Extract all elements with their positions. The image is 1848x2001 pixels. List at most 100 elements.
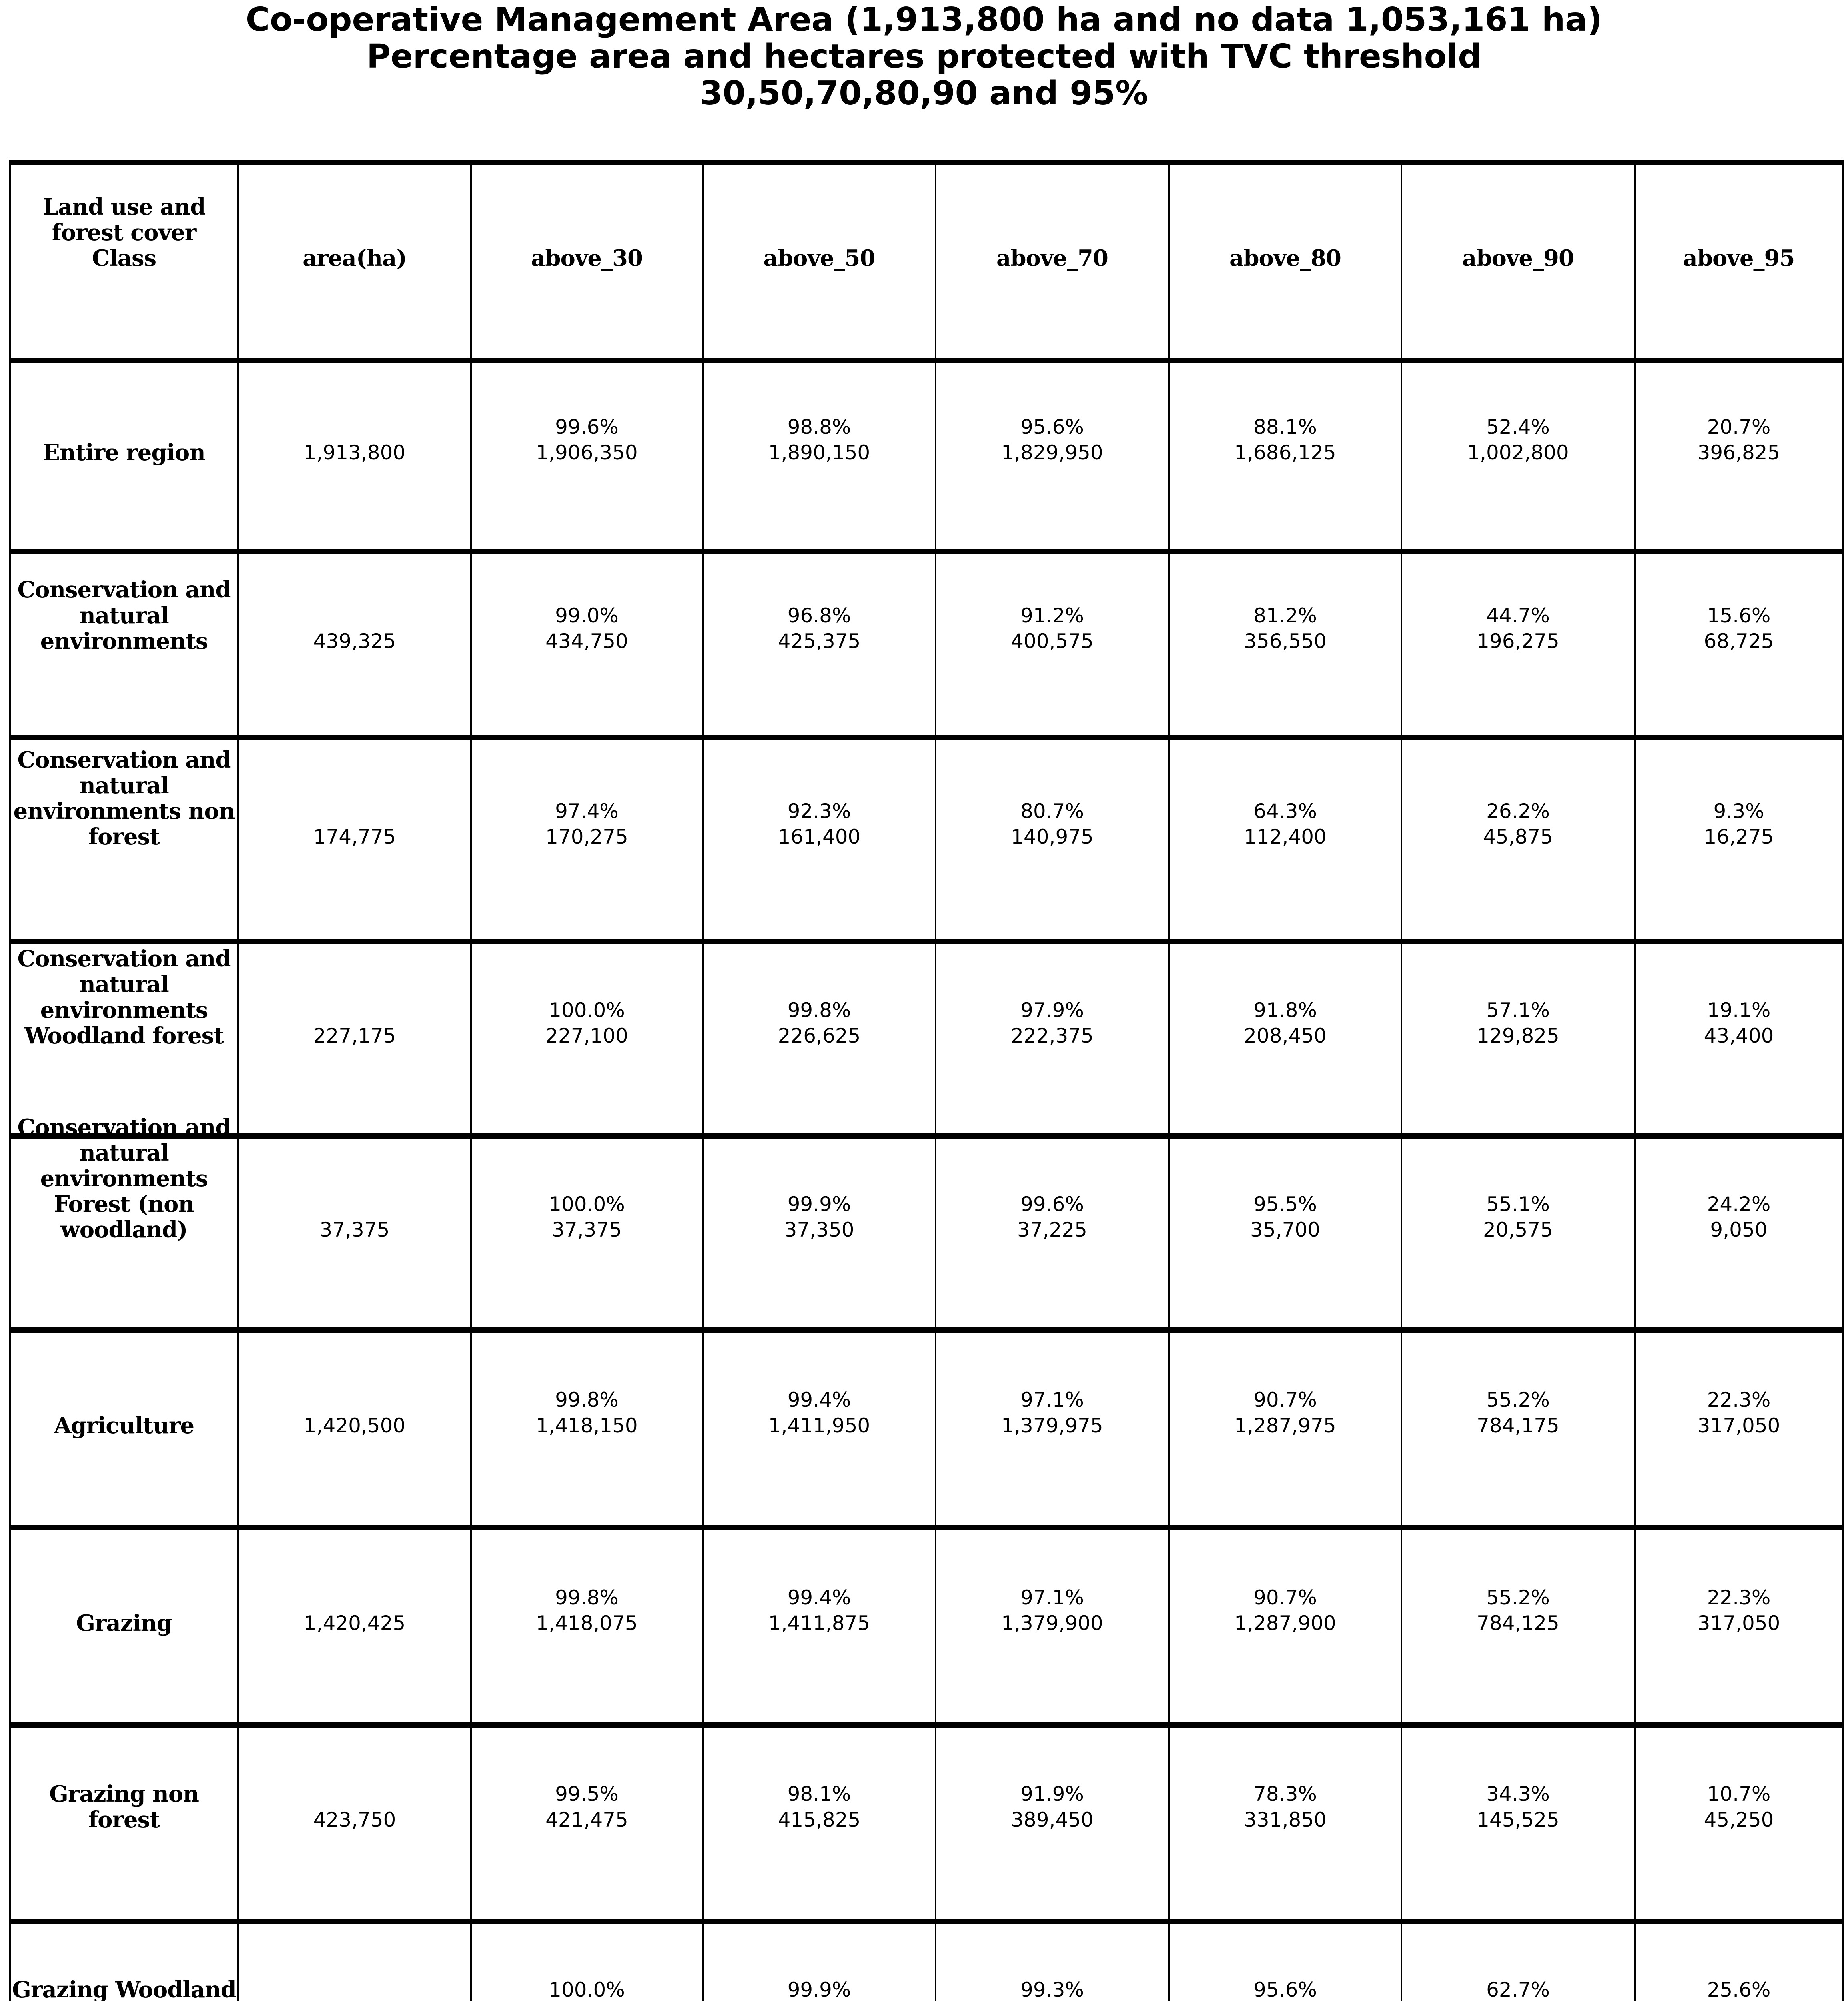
data-cell: 44.7% 196,275: [1402, 554, 1636, 740]
ha-value: 145,525: [1477, 1808, 1559, 1832]
ha-value: 421,475: [545, 1808, 628, 1832]
data-cell: 98.1% 415,825: [704, 1728, 936, 1924]
column-header-above95: above_95: [1636, 165, 1842, 363]
data-cell: 55.1% 20,575: [1402, 1139, 1636, 1333]
ha-value: 1,379,975: [1001, 1414, 1103, 1437]
area-cell: 37,375: [239, 1139, 472, 1333]
area-cell: 423,750: [239, 1728, 472, 1924]
pct-value: 20.7%: [1707, 415, 1771, 439]
ha-value: 208,450: [1244, 1024, 1327, 1047]
pct-value: 55.1%: [1486, 1192, 1550, 1216]
ha-value: 45,875: [1483, 825, 1553, 849]
column-header-label: Land use and forest cover Class: [42, 194, 206, 272]
column-header-label: area(ha): [303, 245, 407, 272]
pct-value: 9.3%: [1713, 800, 1764, 823]
row-label-cell: Agriculture: [11, 1333, 239, 1530]
pct-value: 10.7%: [1707, 1782, 1771, 1806]
data-cell: 25.6%198,750: [1636, 1924, 1842, 2001]
data-table: Land use and forest cover Class area(ha)…: [9, 160, 1844, 2001]
data-cell: 97.1% 1,379,975: [936, 1333, 1170, 1530]
row-label-cell: Grazing non forest: [11, 1728, 239, 1924]
area-value: 227,175: [313, 1024, 396, 1047]
ha-value: 112,400: [1244, 825, 1327, 849]
pct-value: 88.1%: [1253, 415, 1317, 439]
pct-value: 91.9%: [1020, 1782, 1084, 1806]
pct-value: 97.1%: [1020, 1586, 1084, 1609]
area-cell: 174,775: [239, 740, 472, 944]
pct-value: 25.6%: [1707, 1978, 1771, 2001]
data-cell: 95.6% 1,829,950: [936, 363, 1170, 554]
pct-value: 34.3%: [1486, 1782, 1550, 1806]
ha-value: 317,050: [1697, 1611, 1780, 1635]
column-header-above30: above_30: [472, 165, 704, 363]
ha-value: 170,275: [545, 825, 628, 849]
pct-value: 95.6%: [1253, 1978, 1317, 2001]
data-cell: 99.9%777,275: [704, 1924, 936, 2001]
pct-value: 64.3%: [1253, 800, 1317, 823]
ha-value: 784,125: [1477, 1611, 1559, 1635]
data-cell: 26.2% 45,875: [1402, 740, 1636, 944]
data-cell: 97.9% 222,375: [936, 944, 1170, 1139]
column-header-above90: above_90: [1402, 165, 1636, 363]
data-cell: 97.4% 170,275: [472, 740, 704, 944]
ha-value: 400,575: [1011, 629, 1094, 653]
column-header-class: Land use and forest cover Class: [11, 165, 239, 363]
row-label-cell: Conservation and natural environments no…: [11, 740, 239, 944]
area-value: 174,775: [313, 825, 396, 849]
data-cell: 22.3% 317,050: [1636, 1333, 1842, 1530]
data-cell: 64.3% 112,400: [1170, 740, 1402, 944]
pct-value: 96.8%: [787, 604, 851, 627]
data-cell: 100.0%777,800: [472, 1924, 704, 2001]
data-cell: 91.9% 389,450: [936, 1728, 1170, 1924]
area-cell: 777,875: [239, 1924, 472, 2001]
row-label: Conservation and natural environments Wo…: [17, 945, 231, 1049]
data-cell: 55.2% 784,175: [1402, 1333, 1636, 1530]
data-cell: 95.5% 35,700: [1170, 1139, 1402, 1333]
row-label: Entire region: [43, 439, 206, 466]
ha-value: 1,906,350: [536, 441, 638, 464]
data-cell: 99.5% 421,475: [472, 1728, 704, 1924]
pct-value: 99.8%: [787, 998, 851, 1022]
pct-value: 99.3%: [1020, 1978, 1084, 2001]
ha-value: 37,225: [1017, 1218, 1087, 1241]
data-cell: 19.1% 43,400: [1636, 944, 1842, 1139]
ha-value: 1,418,075: [536, 1611, 638, 1635]
pct-value: 15.6%: [1707, 604, 1771, 627]
data-cell: 99.8% 1,418,150: [472, 1333, 704, 1530]
pct-value: 55.2%: [1486, 1388, 1550, 1412]
area-value: 1,420,425: [303, 1611, 406, 1635]
data-cell: 100.0% 227,100: [472, 944, 704, 1139]
pct-value: 97.9%: [1020, 998, 1084, 1022]
ha-value: 415,825: [778, 1808, 861, 1832]
area-value: 423,750: [313, 1808, 396, 1832]
ha-value: 1,418,150: [536, 1414, 638, 1437]
ha-value: 35,700: [1250, 1218, 1320, 1241]
column-header-label: above_80: [1229, 245, 1341, 272]
data-cell: 92.3% 161,400: [704, 740, 936, 944]
pct-value: 91.8%: [1253, 998, 1317, 1022]
area-value: 37,375: [319, 1218, 390, 1241]
data-cell: 97.1% 1,379,900: [936, 1530, 1170, 1728]
ha-value: 331,850: [1244, 1808, 1327, 1832]
pct-value: 99.5%: [555, 1782, 619, 1806]
pct-value: 100.0%: [549, 998, 625, 1022]
ha-value: 9,050: [1710, 1218, 1768, 1241]
ha-value: 161,400: [778, 825, 861, 849]
page-title: Co-operative Management Area (1,913,800 …: [245, 1, 1603, 112]
pct-value: 62.7%: [1486, 1978, 1550, 2001]
data-cell: 99.4% 1,411,875: [704, 1530, 936, 1728]
pct-value: 98.1%: [787, 1782, 851, 1806]
row-label: Agriculture: [54, 1412, 194, 1439]
pct-value: 95.6%: [1020, 415, 1084, 439]
ha-value: 37,375: [552, 1218, 622, 1241]
data-cell: 22.3% 317,050: [1636, 1530, 1842, 1728]
row-label-cell: Grazing Woodland forest: [11, 1924, 239, 2001]
pct-value: 22.3%: [1707, 1586, 1771, 1609]
row-label-cell: Grazing: [11, 1530, 239, 1728]
data-cell: 99.6% 1,906,350: [472, 363, 704, 554]
ha-value: 226,625: [778, 1024, 861, 1047]
data-cell: 99.3%772,400: [936, 1924, 1170, 2001]
ha-value: 1,002,800: [1467, 441, 1569, 464]
area-cell: 1,420,425: [239, 1530, 472, 1728]
row-label-cell: Conservation and natural environments Wo…: [11, 944, 239, 1139]
